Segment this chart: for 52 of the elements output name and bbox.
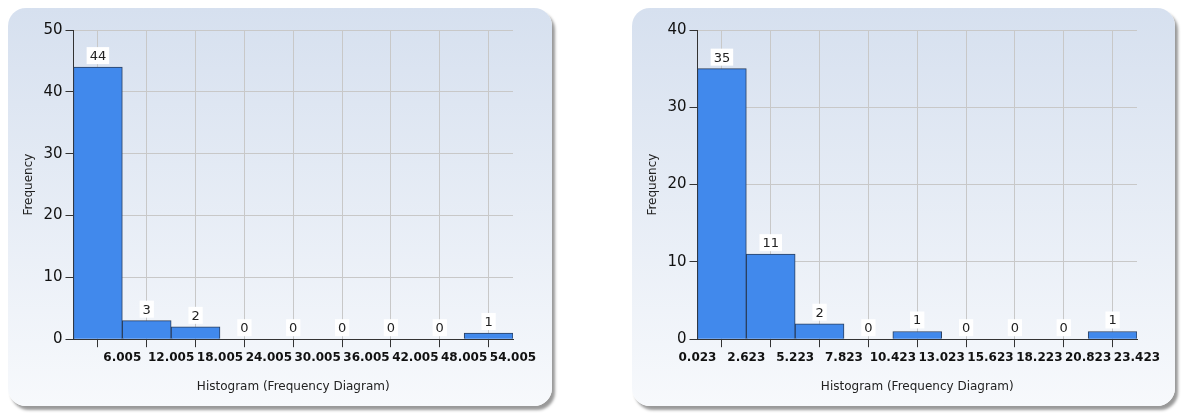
x-tick-label: 30.005 bbox=[294, 349, 341, 364]
x-tick-label: 0.023 bbox=[678, 349, 716, 364]
data-label: 1 bbox=[912, 312, 921, 328]
data-label: 11 bbox=[761, 235, 779, 251]
x-tick-label: 5.223 bbox=[775, 349, 814, 364]
y-tick-label: 10 bbox=[666, 251, 686, 270]
x-tick-label: 36.005 bbox=[343, 349, 390, 364]
x-tick-label: 6.005 bbox=[103, 349, 142, 364]
x-tick-label: 18.223 bbox=[1015, 349, 1062, 364]
x-tick-label: 10.423 bbox=[869, 349, 916, 364]
x-tick-label: 54.005 bbox=[489, 349, 537, 364]
y-tick-label: 30 bbox=[43, 143, 63, 162]
data-label: 0 bbox=[1059, 320, 1068, 336]
data-label: 0 bbox=[961, 320, 970, 336]
y-tick-label: 40 bbox=[43, 81, 63, 100]
data-label: 0 bbox=[240, 320, 249, 336]
x-tick-label: 48.005 bbox=[441, 349, 488, 364]
x-tick-label: 15.623 bbox=[966, 349, 1014, 364]
data-label: 1 bbox=[484, 313, 493, 329]
data-label: 0 bbox=[337, 320, 347, 336]
x-tick-label: 20.823 bbox=[1064, 349, 1111, 364]
x-tick-label: 12.005 bbox=[148, 349, 195, 364]
y-tick-label: 10 bbox=[43, 267, 63, 286]
data-label: 0 bbox=[289, 320, 298, 336]
data-label: 0 bbox=[863, 320, 873, 336]
x-axis-title: Histogram (Frequency Diagram) bbox=[196, 378, 390, 393]
x-tick-label: 2.623 bbox=[726, 349, 765, 364]
x-tick-label: 13.023 bbox=[918, 349, 965, 364]
y-tick-label: 20 bbox=[43, 205, 63, 224]
y-axis-title: Frequency bbox=[644, 153, 659, 216]
data-label: 0 bbox=[1010, 320, 1019, 336]
x-tick-label: 23.423 bbox=[1113, 349, 1160, 364]
x-tick-label: 7.823 bbox=[824, 349, 863, 364]
data-label: 3 bbox=[142, 301, 151, 317]
y-tick-label: 40 bbox=[666, 19, 686, 38]
data-label: 35 bbox=[713, 49, 730, 65]
y-tick-label: 20 bbox=[666, 174, 686, 193]
data-label: 1 bbox=[1107, 312, 1117, 328]
data-label: 0 bbox=[386, 320, 396, 336]
x-tick-label: 18.005 bbox=[196, 349, 244, 364]
x-tick-label: 42.005 bbox=[392, 349, 439, 364]
y-tick-label: 50 bbox=[43, 19, 63, 38]
x-tick-label: 24.005 bbox=[245, 349, 292, 364]
data-label: 44 bbox=[89, 47, 107, 63]
data-label: 2 bbox=[191, 307, 200, 323]
data-label: 2 bbox=[814, 304, 824, 320]
y-axis-title: Frequency bbox=[21, 153, 36, 216]
x-axis-title: Histogram (Frequency Diagram) bbox=[820, 378, 1014, 393]
y-tick-label: 0 bbox=[52, 329, 63, 348]
y-tick-label: 0 bbox=[676, 329, 686, 348]
y-tick-label: 30 bbox=[666, 97, 686, 116]
data-label: 0 bbox=[435, 320, 444, 336]
